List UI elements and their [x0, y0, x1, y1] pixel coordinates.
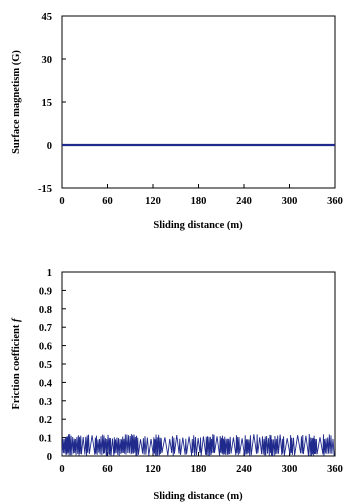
top-y-tick-label: -15	[38, 184, 52, 195]
bot-y-tick-label: 0.9	[39, 286, 52, 297]
bot-y-tick-label: 0.3	[39, 397, 52, 408]
bot-x-tick-label: 300	[282, 464, 298, 475]
bot-x-tick-label: 180	[191, 464, 207, 475]
y-ticks-bottom: 1 0.9 0.8 0.7 0.6 0.5 0.4 0.3 0.2 0.1 0	[39, 268, 66, 463]
bot-y-tick-label: 1	[47, 268, 52, 279]
bot-y-tick-label: 0.5	[39, 360, 52, 371]
top-y-tick-label: 0	[47, 141, 52, 152]
top-x-tick-label: 180	[191, 196, 207, 207]
y-axis-label-bottom-symbol: f	[11, 317, 22, 322]
chart-surface-magnetism: 45 30 15 0 -15 0 60 120 180 240 300 360 Sliding di…	[11, 12, 343, 231]
x-axis-label-bottom: Sliding distance (m)	[153, 491, 243, 502]
bot-x-tick-label: 240	[236, 464, 252, 475]
top-y-tick-label: 30	[42, 55, 53, 66]
bot-y-tick-label: 0.4	[39, 378, 53, 389]
top-y-tick-label: 15	[42, 98, 53, 109]
plot-frame-bottom	[61, 271, 336, 457]
top-x-tick-label: 240	[236, 196, 252, 207]
y-axis-label-bottom: Friction coefficient f	[11, 317, 22, 409]
bot-x-tick-label: 120	[145, 464, 161, 475]
bot-y-tick-label: 0.8	[39, 305, 52, 316]
top-x-tick-label: 60	[102, 196, 113, 207]
top-x-tick-label: 360	[327, 196, 343, 207]
x-axis-label-top: Sliding distance (m)	[153, 220, 243, 231]
chart-friction-coefficient: 1 0.9 0.8 0.7 0.6 0.5 0.4 0.3 0.2 0.1 0 0 60 120 180 2…	[11, 268, 343, 502]
top-y-tick-label: 45	[42, 12, 53, 23]
y-axis-label-top: Surface magnetism (G)	[11, 50, 22, 154]
bot-y-tick-label: 0.7	[39, 323, 52, 334]
bot-x-tick-label: 60	[102, 464, 113, 475]
x-ticks-top: 0 60 120 180 240 300 360	[59, 184, 343, 207]
bot-y-tick-label: 0.1	[39, 434, 52, 445]
bot-x-tick-label: 360	[327, 464, 343, 475]
top-x-tick-label: 300	[282, 196, 298, 207]
top-x-tick-label: 120	[145, 196, 161, 207]
bot-y-tick-label: 0.2	[39, 415, 52, 426]
series-line-friction	[61, 433, 335, 457]
plot-frame-top	[61, 15, 336, 189]
bot-y-tick-label: 0	[47, 452, 52, 463]
bot-y-tick-label: 0.6	[39, 342, 52, 353]
top-x-tick-label: 0	[59, 196, 64, 207]
bot-x-tick-label: 0	[59, 464, 64, 475]
y-axis-label-bottom-text: Friction coefficient	[11, 322, 22, 409]
